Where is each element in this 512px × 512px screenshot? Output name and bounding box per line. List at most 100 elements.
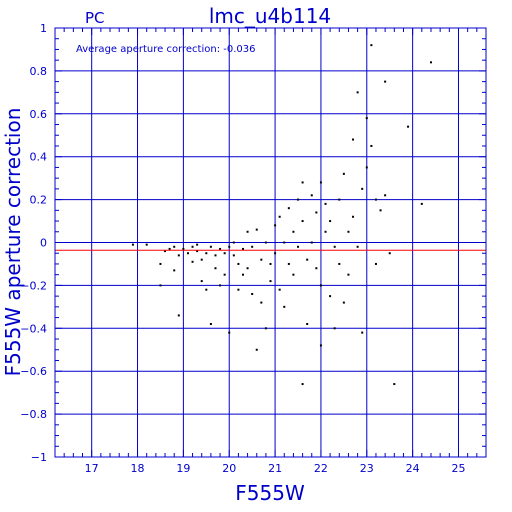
- data-point: [287, 262, 290, 265]
- data-point: [219, 284, 222, 287]
- y-axis-label: F555W aperture correction: [1, 108, 25, 377]
- data-point: [310, 194, 313, 197]
- data-point: [324, 202, 327, 205]
- y-tick-label: −0.6: [20, 365, 47, 378]
- data-point: [232, 241, 235, 244]
- data-point: [209, 245, 212, 248]
- data-point: [319, 181, 322, 184]
- data-point: [301, 181, 304, 184]
- data-point: [168, 247, 171, 250]
- x-tick-label: 23: [360, 462, 374, 475]
- data-point: [241, 247, 244, 250]
- data-point: [315, 267, 318, 270]
- x-axis-label: F555W: [235, 481, 305, 505]
- x-tick-labels: 17 18 19 20 21 22 23 24 25: [85, 462, 466, 475]
- data-point: [164, 250, 167, 253]
- data-point: [324, 230, 327, 233]
- x-tick-label: 24: [406, 462, 420, 475]
- data-point: [264, 327, 267, 330]
- data-point: [407, 125, 410, 128]
- y-tick-label: 0.2: [30, 194, 48, 207]
- average-correction-annotation: Average aperture correction: -0.036: [76, 44, 256, 55]
- data-point: [274, 252, 277, 255]
- data-point: [278, 215, 281, 218]
- data-point: [365, 166, 368, 169]
- data-point: [342, 172, 345, 175]
- data-point: [384, 194, 387, 197]
- data-point: [310, 241, 313, 244]
- data-point: [237, 288, 240, 291]
- data-point: [292, 273, 295, 276]
- data-point: [283, 241, 286, 244]
- chart-title: lmc_u4b114: [209, 4, 331, 28]
- data-point: [374, 262, 377, 265]
- corner-label: PC: [85, 9, 105, 27]
- x-tick-label: 19: [176, 462, 190, 475]
- data-point: [338, 198, 341, 201]
- data-point: [283, 305, 286, 308]
- data-point: [191, 245, 194, 248]
- data-point: [246, 230, 249, 233]
- data-point: [177, 254, 180, 257]
- data-point: [278, 288, 281, 291]
- y-tick-label: −0.8: [20, 408, 47, 421]
- y-tick-label: 0: [40, 237, 47, 250]
- x-tick-label: 25: [451, 462, 465, 475]
- data-point: [365, 117, 368, 120]
- data-point: [333, 245, 336, 248]
- data-point: [370, 44, 373, 47]
- x-tick-label: 22: [314, 462, 328, 475]
- data-point: [306, 323, 309, 326]
- data-point: [287, 207, 290, 210]
- data-point: [214, 267, 217, 270]
- data-point: [342, 301, 345, 304]
- data-point: [214, 254, 217, 257]
- data-point: [255, 228, 258, 231]
- data-point: [269, 280, 272, 283]
- data-point: [379, 209, 382, 212]
- data-point: [173, 245, 176, 248]
- plot-frame: [54, 27, 487, 458]
- grid-lines: [55, 27, 486, 458]
- data-point: [352, 138, 355, 141]
- data-point: [223, 252, 226, 255]
- data-point: [196, 250, 199, 253]
- data-point: [329, 220, 332, 223]
- data-point: [301, 383, 304, 386]
- data-point: [260, 301, 263, 304]
- data-point: [200, 258, 203, 261]
- data-point: [356, 245, 359, 248]
- data-point: [264, 241, 267, 244]
- data-point: [292, 230, 295, 233]
- data-point: [186, 252, 189, 255]
- data-point: [251, 292, 254, 295]
- data-point: [338, 262, 341, 265]
- data-point: [388, 252, 391, 255]
- data-point: [232, 254, 235, 257]
- data-points: [131, 44, 432, 386]
- data-point: [228, 245, 231, 248]
- data-point: [237, 262, 240, 265]
- data-point: [361, 331, 364, 334]
- data-point: [319, 284, 322, 287]
- y-tick-label: 0.6: [30, 108, 48, 121]
- data-point: [393, 383, 396, 386]
- data-point: [297, 198, 300, 201]
- x-tick-label: 20: [222, 462, 236, 475]
- data-point: [274, 224, 277, 227]
- data-point: [429, 61, 432, 64]
- data-point: [297, 245, 300, 248]
- y-tick-label: −0.2: [20, 279, 47, 292]
- data-point: [200, 280, 203, 283]
- x-tick-label: 21: [268, 462, 282, 475]
- y-tick-label: 1: [40, 22, 47, 35]
- data-point: [205, 252, 208, 255]
- data-point: [145, 243, 148, 246]
- data-point: [209, 323, 212, 326]
- data-point: [191, 260, 194, 263]
- data-point: [361, 187, 364, 190]
- data-point: [159, 262, 162, 265]
- data-point: [196, 243, 199, 246]
- x-tick-label: 18: [131, 462, 145, 475]
